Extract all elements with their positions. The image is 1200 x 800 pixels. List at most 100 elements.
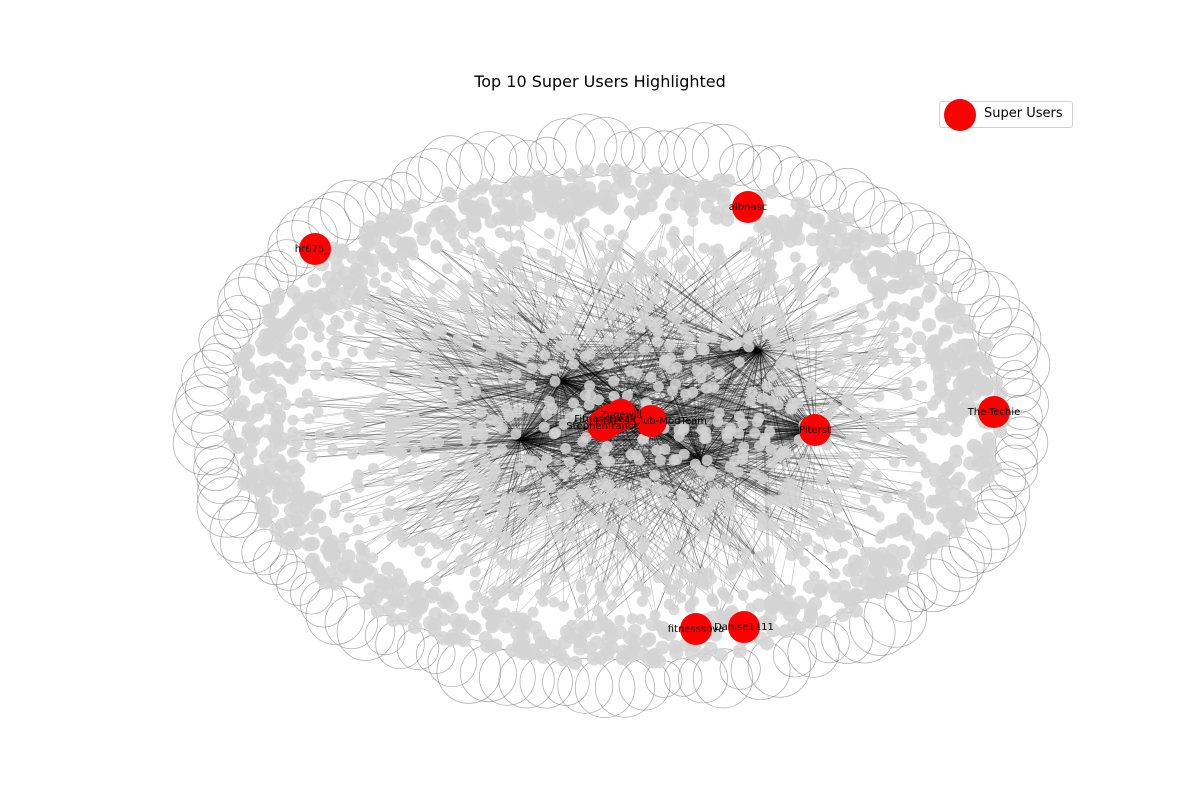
graph-node [838,451,850,463]
graph-node [463,461,475,473]
graph-node [836,548,848,559]
graph-node [792,595,807,610]
graph-node [835,608,850,623]
graph-edge [620,315,812,419]
graph-edge [559,379,592,465]
graph-node [343,512,355,524]
graph-node [762,546,774,557]
graph-node [579,164,594,179]
graph-node [353,321,365,333]
graph-node [491,193,506,208]
graph-node [565,508,576,520]
graph-node [763,494,775,506]
self-loop-edge [976,484,1017,525]
graph-node [970,457,985,472]
graph-node [571,201,586,216]
graph-edge [669,429,816,552]
graph-edge [650,420,877,438]
graph-node [606,600,617,611]
graph-node [714,250,726,262]
graph-node [469,580,481,591]
graph-node [228,436,243,451]
graph-node [907,499,919,511]
graph-node [339,492,351,504]
graph-node [519,558,531,570]
graph-edge [545,349,761,591]
graph-edge [620,290,703,419]
graph-edge [519,439,716,499]
graph-edge [559,349,703,381]
graph-edge [606,459,701,462]
graph-edge [519,439,582,490]
graph-node [675,261,687,273]
graph-edge [519,439,590,521]
graph-node [461,435,473,447]
graph-node [477,247,489,259]
graph-node [380,286,392,298]
graph-node [522,454,534,466]
graph-node [496,444,508,456]
graph-edge [392,266,521,441]
graph-node [394,358,406,370]
graph-edge [519,307,627,441]
graph-edge [752,349,761,586]
graph-edge [790,429,816,591]
graph-node [510,626,525,641]
super-user-label-albnasc: albnasc [729,202,767,213]
graph-node [400,287,412,299]
graph-node [572,176,587,190]
graph-edge [699,315,812,461]
graph-edge [519,439,840,528]
graph-node [966,438,981,453]
graph-node [756,393,768,404]
graph-node [709,210,724,225]
graph-node [668,604,680,616]
graph-edge [519,439,743,455]
graph-edge [814,429,915,458]
graph-node [739,241,751,253]
graph-node [922,318,936,332]
graph-node [935,474,950,489]
graph-node [511,406,523,418]
self-loop-edge [364,614,406,656]
graph-node [536,506,548,518]
graph-node [909,425,921,437]
graph-node [353,481,365,493]
graph-node [872,297,884,309]
graph-node [459,284,471,296]
graph-node [805,379,817,391]
graph-node [829,568,841,580]
graph-edge [650,369,835,422]
graph-edge [435,248,561,381]
graph-node [683,349,695,361]
graph-node [831,502,843,514]
graph-node [637,433,649,445]
graph-edge [519,229,610,441]
graph-node [737,589,749,601]
graph-node [270,340,285,355]
graph-node [725,280,737,292]
graph-edge [559,379,683,497]
graph-edge [501,298,701,461]
graph-node [840,212,855,227]
graph-edge [759,349,866,553]
graph-node [705,466,717,478]
graph-edge [472,439,521,478]
graph-edge [580,429,816,470]
graph-node [441,186,456,201]
graph-node [783,520,795,532]
graph-node [585,565,597,577]
graph-node [648,321,660,333]
graph-node [537,333,549,344]
graph-edge [475,349,761,392]
graph-edge [519,290,782,441]
graph-node [510,338,522,350]
graph-edge [559,357,671,381]
graph-edge [514,420,652,498]
graph-node [284,311,299,326]
graph-node [304,554,319,569]
graph-edge [665,360,816,431]
graph-edge [650,270,761,351]
graph-edge [519,274,603,441]
graph-edge [631,454,701,461]
